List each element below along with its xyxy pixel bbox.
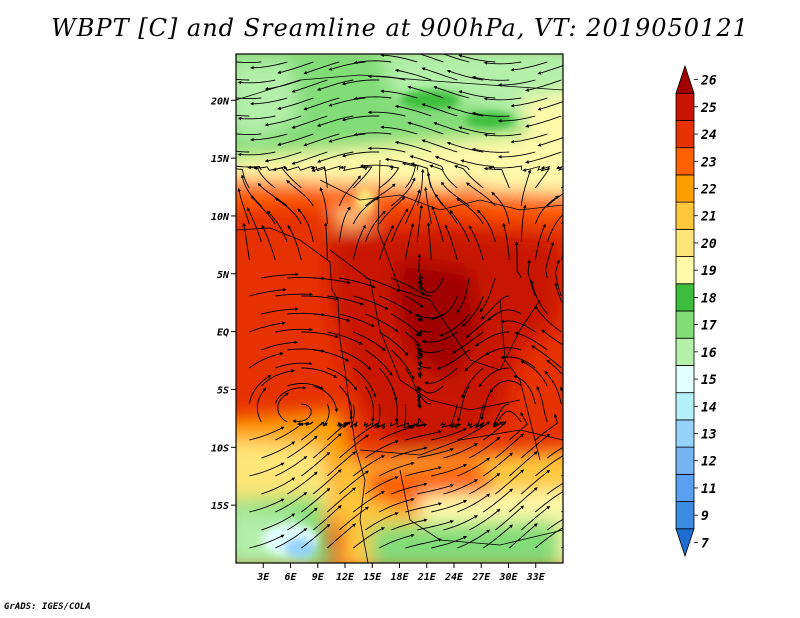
lat-tick-label: EQ: [217, 328, 229, 339]
streamline: [561, 425, 594, 440]
colorbar-label: 25: [700, 101, 717, 116]
colorbar-label: 23: [700, 155, 717, 170]
colorbar-label: 17: [701, 319, 717, 334]
lon-tick-label: 27E: [471, 572, 491, 583]
colorbar-label: 20: [700, 237, 717, 252]
colorbar-swatch: [676, 229, 694, 256]
streamline: [573, 181, 599, 206]
longitude-axis: 3E 6E 9E 12E 15E 18E 21E 24E 27E 30E 33E: [256, 563, 546, 583]
streamline: [561, 167, 581, 189]
colorbar-swatch: [676, 202, 694, 229]
lat-tick-label: 10N: [211, 212, 230, 223]
lat-tick-label: 15S: [211, 501, 229, 512]
colorbar-swatch: [676, 93, 694, 120]
colorbar-swatch: [676, 284, 694, 311]
colorbar-swatch: [676, 66, 694, 93]
colorbar: 7 9 11 12 13 14 15 16 17 18 19 20 21 22 23 24 25 26: [676, 66, 717, 556]
lon-tick-label: 6E: [284, 572, 297, 583]
colorbar-swatch: [676, 311, 694, 338]
colorbar-label: 9: [701, 509, 709, 524]
streamline: [571, 244, 579, 278]
lat-tick-label: 15N: [211, 154, 230, 165]
colorbar-label: 21: [700, 210, 717, 225]
colorbar-label: 24: [700, 128, 717, 143]
colorbar-label: 11: [701, 482, 717, 497]
colorbar-swatch: [676, 393, 694, 420]
colorbar-swatch: [676, 420, 694, 447]
colorbar-swatch: [676, 175, 694, 202]
lon-tick-label: 30E: [498, 572, 518, 583]
lat-tick-label: 10S: [211, 443, 229, 454]
colorbar-label: 22: [700, 183, 717, 198]
streamline: [573, 483, 607, 495]
streamline: [561, 533, 594, 548]
colorbar-swatch: [676, 502, 694, 529]
colorbar-label: 7: [701, 536, 709, 551]
colorbar-swatch: [676, 365, 694, 392]
lat-tick-label: 5N: [217, 270, 230, 281]
streamline: [561, 497, 594, 512]
lat-tick-label: 20N: [210, 96, 230, 107]
colorbar-swatch: [676, 447, 694, 474]
streamline: [561, 461, 594, 476]
lon-tick-label: 3E: [256, 572, 270, 583]
colorbar-swatch: [676, 474, 694, 501]
colorbar-swatch: [676, 120, 694, 147]
latitude-axis: 20N 15N 10N 5N EQ 5S 10S 15S: [210, 96, 236, 512]
colorbar-label: 15: [701, 373, 717, 388]
colorbar-label: 18: [701, 291, 717, 306]
map-figure: 20N 15N 10N 5N EQ 5S 10S 15S 3E 6E 9E 12E 15E 18E 21E…: [0, 0, 800, 618]
colorbar-label: 14: [701, 400, 717, 415]
colorbar-swatch: [676, 148, 694, 175]
streamline: [573, 519, 607, 531]
lat-tick-label: 5S: [217, 385, 229, 396]
lon-tick-label: 33E: [526, 572, 546, 583]
colorbar-label: 19: [701, 264, 717, 279]
streamline: [573, 447, 607, 459]
lon-tick-label: 18E: [390, 572, 409, 583]
streamline: [573, 211, 591, 242]
lon-tick-label: 15E: [363, 572, 382, 583]
streamline: [561, 199, 586, 224]
colorbar-swatch: [676, 338, 694, 365]
lon-tick-label: 9E: [312, 572, 325, 583]
colorbar-swatch: [676, 257, 694, 284]
colorbar-label: 26: [700, 74, 717, 89]
colorbar-label: 13: [701, 428, 717, 443]
lon-tick-label: 24E: [444, 572, 464, 583]
lon-tick-label: 21E: [417, 572, 437, 583]
colorbar-label: 12: [701, 455, 717, 470]
lon-tick-label: 12E: [336, 572, 355, 583]
grads-credit: GrADS: IGES/COLA: [4, 602, 91, 612]
colorbar-swatch: [676, 529, 694, 556]
streamline: [558, 167, 576, 171]
colorbar-label: 16: [701, 346, 717, 361]
